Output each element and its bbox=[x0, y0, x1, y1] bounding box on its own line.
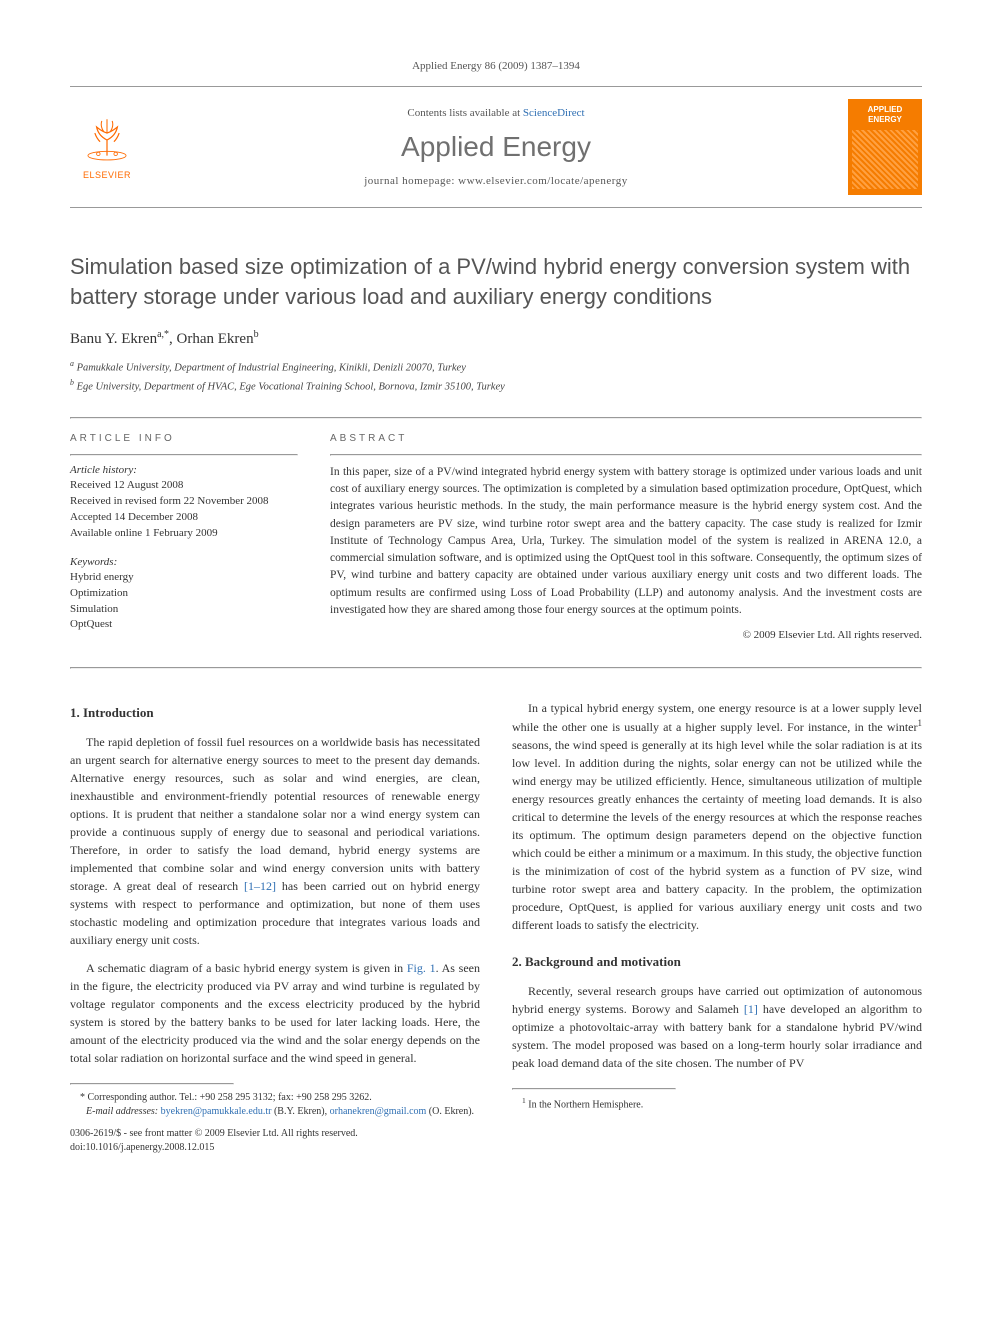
homepage-line: journal homepage: www.elsevier.com/locat… bbox=[160, 175, 832, 187]
publisher-name: ELSEVIER bbox=[83, 170, 131, 180]
footnote-sep-right bbox=[512, 1088, 676, 1090]
elsevier-tree-icon bbox=[81, 114, 133, 166]
homepage-url: www.elsevier.com/locate/apenergy bbox=[458, 175, 628, 187]
issn-line: 0306-2619/$ - see front matter © 2009 El… bbox=[70, 1127, 480, 1142]
abstract-col: ABSTRACT In this paper, size of a PV/win… bbox=[330, 433, 922, 648]
email-label: E-mail addresses: bbox=[86, 1106, 158, 1117]
affiliation-a: a Pamukkale University, Department of In… bbox=[70, 358, 922, 376]
author-1: Banu Y. Ekren bbox=[70, 331, 157, 347]
footnote-sep-left bbox=[70, 1083, 234, 1085]
history-received: Received 12 August 2008 bbox=[70, 478, 298, 494]
s2-p1: Recently, several research groups have c… bbox=[512, 982, 922, 1072]
sciencedirect-link[interactable]: ScienceDirect bbox=[523, 107, 585, 119]
history-block: Article history: Received 12 August 2008… bbox=[70, 464, 298, 542]
history-accepted: Accepted 14 December 2008 bbox=[70, 510, 298, 526]
section-2-head: 2. Background and motivation bbox=[512, 952, 922, 972]
s1-p3-b: seasons, the wind speed is generally at … bbox=[512, 738, 922, 932]
s1-p3-a: In a typical hybrid energy system, one e… bbox=[512, 701, 922, 734]
section-1-head: 1. Introduction bbox=[70, 703, 480, 723]
email-2-link[interactable]: orhanekren@gmail.com bbox=[330, 1106, 427, 1117]
history-label: Article history: bbox=[70, 464, 298, 476]
doi-block: 0306-2619/$ - see front matter © 2009 El… bbox=[70, 1127, 480, 1156]
doi-line: doi:10.1016/j.apenergy.2008.12.015 bbox=[70, 1141, 480, 1156]
kw-4: OptQuest bbox=[70, 617, 298, 633]
affiliation-b: b Ege University, Department of HVAC, Eg… bbox=[70, 377, 922, 395]
affiliation-b-text: Ege University, Department of HVAC, Ege … bbox=[77, 381, 505, 392]
right-column: In a typical hybrid energy system, one e… bbox=[512, 699, 922, 1156]
ref-1-12-link[interactable]: [1–12] bbox=[244, 879, 276, 893]
author-2: Orhan Ekren bbox=[177, 331, 254, 347]
s1-p3: In a typical hybrid energy system, one e… bbox=[512, 699, 922, 934]
article-title: Simulation based size optimization of a … bbox=[70, 252, 922, 311]
fig-1-link[interactable]: Fig. 1 bbox=[407, 961, 436, 975]
affiliations: a Pamukkale University, Department of In… bbox=[70, 358, 922, 395]
body-columns: 1. Introduction The rapid depletion of f… bbox=[70, 699, 922, 1156]
email-1-link[interactable]: byekren@pamukkale.edu.tr bbox=[161, 1106, 272, 1117]
abstract-head: ABSTRACT bbox=[330, 433, 922, 444]
s1-p3-sup: 1 bbox=[918, 718, 923, 728]
homepage-prefix: journal homepage: bbox=[364, 175, 458, 187]
email-1-who: (B.Y. Ekren), bbox=[271, 1106, 329, 1117]
s1-p2: A schematic diagram of a basic hybrid en… bbox=[70, 959, 480, 1067]
cover-title: APPLIED ENERGY bbox=[852, 105, 918, 124]
contents-line: Contents lists available at ScienceDirec… bbox=[160, 107, 832, 119]
history-revised: Received in revised form 22 November 200… bbox=[70, 494, 298, 510]
email-2-who: (O. Ekren). bbox=[426, 1106, 474, 1117]
contents-prefix: Contents lists available at bbox=[407, 107, 522, 119]
left-column: 1. Introduction The rapid depletion of f… bbox=[70, 699, 480, 1156]
journal-cover-thumb: APPLIED ENERGY bbox=[848, 99, 922, 195]
s1-p2-b: . As seen in the figure, the electricity… bbox=[70, 961, 480, 1065]
s1-p1-a: The rapid depletion of fossil fuel resou… bbox=[70, 735, 480, 893]
divider-bottom bbox=[70, 667, 922, 669]
cover-art bbox=[852, 130, 918, 189]
kw-3: Simulation bbox=[70, 602, 298, 618]
authors-line: Banu Y. Ekrena,*, Orhan Ekrenb bbox=[70, 329, 922, 348]
citation-line: Applied Energy 86 (2009) 1387–1394 bbox=[70, 60, 922, 72]
s1-p2-a: A schematic diagram of a basic hybrid en… bbox=[86, 961, 407, 975]
fn-1-text: In the Northern Hemisphere. bbox=[528, 1099, 643, 1110]
author-2-sup: b bbox=[254, 329, 259, 340]
article-info-head: ARTICLE INFO bbox=[70, 433, 298, 444]
ref-1-link[interactable]: [1] bbox=[744, 1002, 758, 1016]
info-abstract-row: ARTICLE INFO Article history: Received 1… bbox=[70, 419, 922, 668]
s1-p1: The rapid depletion of fossil fuel resou… bbox=[70, 733, 480, 949]
kw-1: Hybrid energy bbox=[70, 570, 298, 586]
article-info-col: ARTICLE INFO Article history: Received 1… bbox=[70, 433, 298, 648]
abstract-divider bbox=[330, 454, 922, 456]
journal-name: Applied Energy bbox=[160, 131, 832, 163]
author-sep: , bbox=[169, 331, 177, 347]
abstract-text: In this paper, size of a PV/wind integra… bbox=[330, 464, 922, 619]
fn-1: 1 In the Northern Hemisphere. bbox=[512, 1096, 922, 1112]
history-online: Available online 1 February 2009 bbox=[70, 526, 298, 542]
keywords-block: Keywords: Hybrid energy Optimization Sim… bbox=[70, 556, 298, 634]
journal-header: ELSEVIER Contents lists available at Sci… bbox=[70, 86, 922, 208]
email-footnote: E-mail addresses: byekren@pamukkale.edu.… bbox=[70, 1105, 480, 1119]
publisher-logo: ELSEVIER bbox=[70, 106, 144, 188]
paper-page: Applied Energy 86 (2009) 1387–1394 ELSEV… bbox=[0, 0, 992, 1206]
keywords-label: Keywords: bbox=[70, 556, 298, 568]
kw-2: Optimization bbox=[70, 586, 298, 602]
header-center: Contents lists available at ScienceDirec… bbox=[160, 107, 832, 187]
copyright: © 2009 Elsevier Ltd. All rights reserved… bbox=[330, 629, 922, 641]
author-1-sup: a,* bbox=[157, 329, 169, 340]
affiliation-a-text: Pamukkale University, Department of Indu… bbox=[77, 363, 466, 374]
info-divider bbox=[70, 454, 298, 456]
corr-footnote: * Corresponding author. Tel.: +90 258 29… bbox=[70, 1091, 480, 1105]
